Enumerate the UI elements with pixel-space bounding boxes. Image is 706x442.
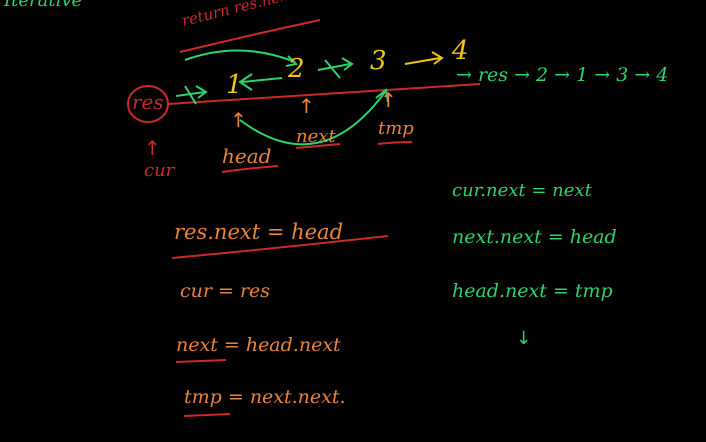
next-underline [295,143,341,149]
swap-line-3: head.next = tmp [452,280,613,302]
swap-down-arrow: ↓ [516,328,532,349]
setup-line4-underline [183,413,231,417]
arrow-2-to-1-head [238,73,253,91]
setup-line1-underline [171,235,389,259]
setup-line-3: next = head.next [176,334,341,356]
next-up-arrow: ↑ [298,94,315,118]
setup-line3-underline [175,359,227,363]
arc-res-to-2 [184,49,296,63]
tmp-underline [377,141,413,145]
swap-line-2: next.next = head [452,226,617,248]
node-1: 1 [226,70,243,100]
pointer-next: next [296,126,336,147]
arc-1-to-3 [239,91,386,146]
list-baseline [167,83,481,105]
arc-1-to-3-head [375,88,389,103]
struck-arrow-res-1 [175,85,208,105]
node-4: 4 [452,36,469,66]
tmp-up-arrow: ↑ [380,88,397,112]
pointer-cur: cur [144,160,175,181]
pointer-tmp: tmp [378,118,414,139]
return-underline [179,19,321,53]
swap-line-1: cur.next = next [452,180,592,201]
pointer-head: head [222,144,272,168]
head-up-arrow: ↑ [230,108,247,132]
arrow-3-to-4 [404,57,441,65]
result-list: → res → 2 → 1 → 3 → 4 [456,64,669,86]
arrow-2-to-1 [241,77,283,83]
cur-up-arrow: ↑ [144,136,161,160]
arrow-3-to-4-head [431,51,444,65]
node-3: 3 [370,46,387,76]
head-underline [221,165,279,173]
setup-line-2: cur = res [180,280,271,302]
setup-line-1: res.next = head [174,220,344,244]
partial-title: Iterative [4,0,83,11]
node-2: 2 [288,54,305,84]
arc-res-to-2-head [285,55,299,67]
node-res: res [132,90,164,114]
setup-line-4: tmp = next.next. [184,386,346,408]
struck-arrow-2-3 [317,57,354,79]
